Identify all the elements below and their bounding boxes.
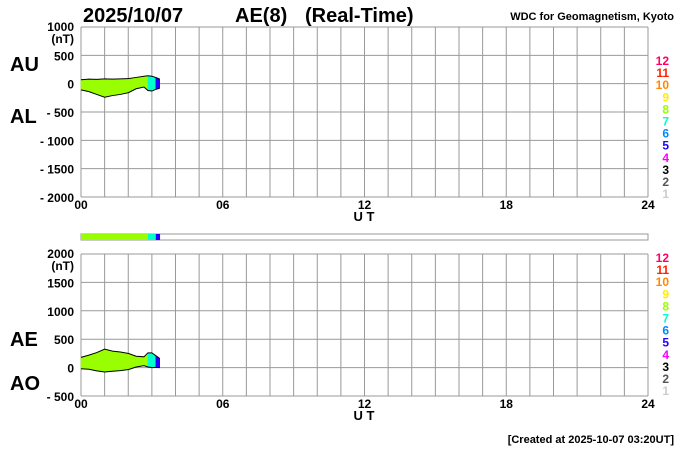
coverage-bar-segment [120, 234, 129, 240]
station-count-legend-1: 1 [662, 187, 669, 201]
station-count-legend-3: 3 [662, 360, 669, 374]
data-area-segment [151, 75, 157, 92]
station-count-legend-10: 10 [656, 78, 670, 92]
station-count-legend-8: 8 [662, 102, 669, 116]
station-count-legend-4: 4 [662, 151, 669, 165]
au-label: AU [10, 54, 39, 76]
coverage-bar-segment [155, 234, 161, 240]
coverage-bar-segment [112, 234, 121, 240]
date-title: 2025/10/07 [83, 5, 183, 27]
x-tick-label: 00 [74, 198, 88, 212]
y-tick-label: 2000 [47, 247, 74, 261]
station-count-legend-7: 7 [662, 312, 669, 326]
station-count-legend-11: 11 [656, 66, 669, 80]
x-tick-label: 06 [216, 198, 230, 212]
station-count-legend-5: 5 [662, 139, 669, 153]
station-count-legend-2: 2 [662, 372, 669, 386]
data-area-segment [120, 78, 129, 95]
station-count-legend-12: 12 [656, 251, 670, 265]
au-series-line [80, 75, 160, 81]
y-tick-label: - 2000 [40, 191, 74, 205]
station-count-legend-9: 9 [662, 287, 669, 301]
x-tick-label: 12 [358, 198, 372, 212]
station-coverage-bar [80, 233, 649, 241]
station-count-legend-11: 11 [656, 263, 669, 277]
coverage-bar-segment [128, 234, 137, 240]
coverage-bar-segment [81, 234, 90, 240]
coverage-bar-segment [151, 234, 157, 240]
station-count-legend-7: 7 [662, 115, 669, 129]
y-tick-label: 1500 [47, 276, 74, 290]
y-tick-label: - 500 [47, 106, 75, 120]
mode-title: (Real-Time) [305, 5, 414, 27]
x-tick-label: 00 [74, 397, 88, 411]
y-tick-label: 0 [67, 78, 74, 92]
station-count-legend-9: 9 [662, 90, 669, 104]
al-series-line [80, 86, 160, 98]
x-tick-label: 12 [358, 397, 372, 411]
data-area-segment [88, 352, 97, 372]
x-tick-label: 24 [641, 198, 655, 212]
x-axis-label-bottom: U T [354, 408, 375, 423]
coverage-bar-segment [96, 234, 105, 240]
station-count-legend-6: 6 [662, 324, 669, 338]
y-tick-label: - 1500 [40, 163, 74, 177]
data-area-segment [104, 78, 113, 98]
source-label: WDC for Geomagnetism, Kyoto [510, 11, 674, 23]
ao-series-line [80, 365, 160, 373]
x-tick-label: 24 [641, 397, 655, 411]
station-count-legend-8: 8 [662, 299, 669, 313]
station-count-legend-4: 4 [662, 348, 669, 362]
station-count-legend-3: 3 [662, 163, 669, 177]
station-count-legend-1: 1 [662, 384, 669, 398]
station-count-legend-6: 6 [662, 127, 669, 141]
y-tick-label: 500 [54, 333, 74, 347]
coverage-bar-segment [88, 234, 98, 240]
y-tick-label: 0 [67, 362, 74, 376]
y-tick-label: 1000 [47, 20, 74, 34]
al-label: AL [10, 106, 37, 128]
data-area-segment [112, 78, 121, 96]
ae-series-line [80, 348, 161, 359]
unit-label-bottom: (nT) [51, 259, 74, 273]
data-area-segment [120, 351, 129, 371]
coverage-bar-segment [136, 234, 145, 240]
ao-label: AO [10, 373, 40, 395]
station-count-legend-5: 5 [662, 336, 669, 350]
unit-label-top: (nT) [51, 32, 74, 46]
y-tick-label: - 500 [47, 390, 75, 404]
y-tick-label: 1000 [47, 305, 74, 319]
data-area-segment [112, 350, 121, 372]
y-tick-label: - 1000 [40, 134, 74, 148]
x-axis-label-top: U T [354, 209, 375, 224]
index-title: AE(8) [235, 5, 287, 27]
data-area-segment [147, 352, 153, 368]
x-tick-label: 18 [500, 198, 514, 212]
station-count-legend-10: 10 [656, 275, 670, 289]
coverage-bar-segment [144, 234, 149, 240]
coverage-bar-segment [147, 234, 153, 240]
coverage-bar-segment [104, 234, 113, 240]
x-tick-label: 06 [216, 397, 230, 411]
created-timestamp: [Created at 2025-10-07 03:20UT] [508, 434, 675, 446]
station-count-legend-12: 12 [656, 54, 670, 68]
data-area-segment [147, 75, 153, 92]
x-tick-label: 18 [500, 397, 514, 411]
ae-label: AE [10, 329, 38, 351]
data-area-segment [104, 348, 113, 373]
station-count-legend-2: 2 [662, 175, 669, 189]
y-tick-label: 500 [54, 49, 74, 63]
